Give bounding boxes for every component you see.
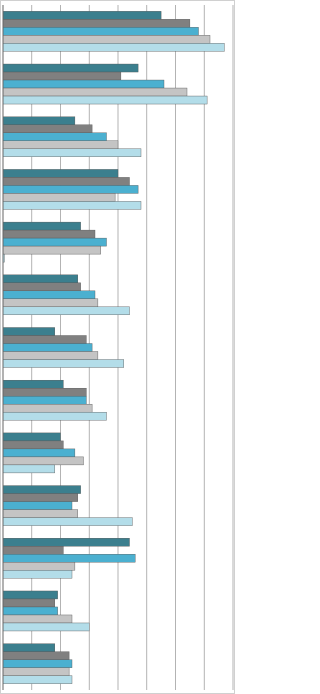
bar	[2, 590, 58, 600]
bar	[2, 43, 225, 52]
bar	[2, 87, 188, 97]
bar	[2, 598, 55, 608]
bar	[2, 448, 76, 458]
bar	[2, 148, 142, 157]
bar	[2, 456, 84, 466]
bar	[2, 387, 87, 397]
bar	[2, 651, 70, 660]
bar	[2, 622, 90, 632]
bar	[2, 343, 93, 352]
bar	[2, 201, 142, 210]
bar	[2, 290, 96, 300]
bar	[2, 95, 208, 105]
bar	[2, 298, 99, 308]
bar	[2, 79, 165, 89]
bar	[2, 221, 81, 231]
bar	[2, 403, 93, 413]
bar	[2, 237, 107, 247]
bar	[2, 395, 87, 405]
bar	[2, 282, 81, 292]
bar	[2, 116, 76, 125]
bar	[2, 71, 122, 81]
bar	[2, 306, 130, 316]
bar	[2, 19, 191, 28]
bar	[2, 659, 73, 668]
bar	[2, 132, 107, 141]
bar	[2, 63, 139, 73]
bar	[2, 675, 73, 684]
bar	[2, 327, 55, 336]
bar	[2, 614, 73, 624]
bar	[2, 185, 139, 194]
bar	[2, 411, 107, 421]
bar	[2, 606, 58, 616]
bar	[2, 538, 130, 547]
bar	[2, 379, 64, 389]
bar	[2, 546, 64, 555]
bar	[2, 501, 73, 510]
bar	[2, 517, 133, 526]
bar	[2, 554, 136, 563]
bar	[2, 274, 78, 284]
bar	[2, 169, 119, 178]
bar	[2, 229, 96, 239]
bar	[2, 335, 87, 344]
bar	[2, 177, 130, 186]
bar	[2, 359, 124, 368]
bar	[2, 193, 116, 202]
bar	[2, 485, 81, 494]
bar	[2, 570, 73, 579]
bar	[2, 11, 162, 20]
bar	[2, 245, 101, 255]
bar	[2, 140, 119, 149]
bar	[2, 124, 93, 133]
bar	[2, 464, 55, 474]
bar	[2, 35, 211, 44]
bar	[2, 562, 76, 571]
bar	[2, 440, 64, 450]
chart	[0, 0, 235, 694]
bar	[2, 432, 61, 442]
bar	[2, 509, 78, 518]
bar	[2, 643, 55, 652]
bar	[2, 351, 99, 360]
bar	[2, 493, 78, 502]
bar	[2, 667, 70, 676]
bar	[2, 27, 199, 36]
